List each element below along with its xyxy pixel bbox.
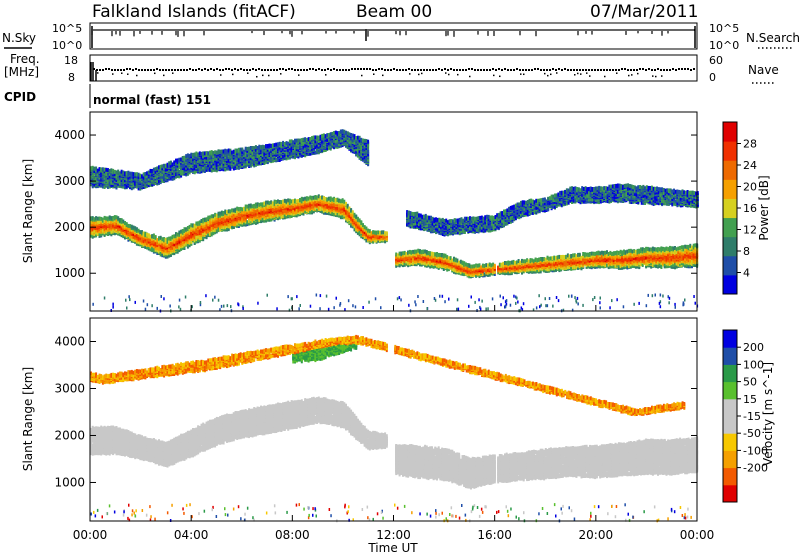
nave-tick-bottom: 0 (709, 71, 716, 84)
x-axis-label: Time UT (367, 541, 418, 554)
nsky-right-tick-bottom: 10^0 (709, 39, 739, 52)
x-tick-label: 12:00 (376, 528, 411, 542)
power-colorbar-label: Power [dB] (757, 175, 771, 240)
y-tick-label: 1000 (54, 475, 85, 489)
y-tick-label: 3000 (54, 381, 85, 395)
freq-unit-label: [MHz] (4, 65, 39, 79)
nsky-trace (91, 26, 696, 48)
power-colorbar-blocks (723, 122, 737, 295)
power-x-tick-marks (89, 305, 698, 311)
power-colorbar-tick-label: 12 (743, 224, 757, 237)
velocity-panel: 1000 2000 3000 4000 00:00 04:00 08:00 12:00 16:… (21, 317, 715, 554)
power-colorbar: 4 8 12 16 20 24 28 Power [dB] (722, 121, 771, 295)
velocity-colorbar-tick-label: -100 (743, 444, 768, 457)
velocity-colorbar-label-text: Velocity [m s^-1] (761, 362, 775, 466)
velocity-colorbar-tick-label: -50 (743, 427, 761, 440)
cpid-label: CPID (4, 90, 36, 104)
power-colorbar-tick-label: 20 (743, 181, 757, 194)
velocity-colorbar-tick-label: 100 (743, 358, 764, 371)
velocity-x-ticks: 00:00 04:00 08:00 12:00 16:00 20:00 00:00 (73, 515, 715, 542)
velocity-colorbar-label: Velocity [m s^-1] (761, 362, 775, 466)
nsky-left-tick-bottom: 10^0 (52, 39, 82, 52)
velocity-colorbar-ticks: 200 100 50 15 -15 -50 -100 -200 (737, 341, 768, 475)
nsky-left-label: N.Sky (2, 31, 36, 45)
beam-label: Beam 00 (356, 2, 432, 22)
y-tick-label: 2000 (54, 220, 85, 234)
velocity-colorbar-tick-label: 15 (743, 393, 757, 406)
y-tick-label: 1000 (54, 266, 85, 280)
power-colorbar-ticks: 4 8 12 16 20 24 28 (737, 138, 757, 280)
x-tick-label: 00:00 (680, 528, 715, 542)
y-tick-label: 4000 (54, 128, 85, 142)
x-tick-label: 00:00 (73, 528, 108, 542)
velocity-colorbar-tick-label: 200 (743, 341, 764, 354)
velocity-colorbar-tick-label: 50 (743, 376, 757, 389)
nave-label: Nave (748, 63, 779, 77)
nsky-left-tick-top: 10^5 (52, 22, 82, 35)
power-colorbar-tick-label: 16 (743, 202, 757, 215)
freq-label: Freq. (10, 52, 40, 66)
power-panel-background (90, 112, 697, 311)
cpid-mode: normal (fast) 151 (93, 93, 211, 107)
velocity-colorbar: 200 100 50 15 -15 -50 -100 -200 Velocity [m s^-… (722, 329, 775, 503)
velocity-panel-background (90, 318, 697, 521)
power-colorbar-tick-label: 4 (743, 267, 750, 280)
power-panel: 1000 2000 3000 4000 Slant Range [km] (21, 111, 699, 313)
figure-title: Falkland Islands (fitACF) (92, 2, 296, 22)
freq-frame (89, 54, 698, 82)
date-label: 07/Mar/2011 (590, 2, 698, 22)
velocity-colorbar-tick-label: -15 (743, 410, 761, 423)
freq-tick-top: 18 (64, 54, 78, 67)
x-tick-label: 20:00 (579, 528, 614, 542)
x-tick-label: 16:00 (477, 528, 512, 542)
nsearch-label: N.Search (746, 31, 800, 45)
freq-trace (90, 62, 695, 81)
power-y-ticks: 1000 2000 3000 4000 (54, 128, 697, 280)
y-tick-label: 4000 (54, 334, 85, 348)
nsky-frame (89, 22, 698, 50)
freq-strip: Freq. [MHz] 18 8 60 0 Nave (4, 52, 779, 84)
nave-tick-top: 60 (709, 54, 723, 67)
power-colorbar-tick-label: 24 (743, 159, 757, 172)
velocity-colorbar-blocks (723, 330, 737, 503)
velocity-colorbar-tick-label: -200 (743, 462, 768, 475)
velocity-y-ticks: 1000 2000 3000 4000 (54, 334, 697, 489)
power-y-axis-label: Slant Range [km] (21, 159, 35, 263)
y-tick-label: 3000 (54, 174, 85, 188)
nsky-strip: N.Sky 10^5 10^0 10^5 10^0 N.Search (2, 22, 800, 52)
power-colorbar-tick-label: 8 (743, 245, 750, 258)
freq-tick-bottom: 8 (68, 71, 75, 84)
x-tick-label: 04:00 (174, 528, 209, 542)
nsky-right-tick-top: 10^5 (709, 22, 739, 35)
power-data (90, 129, 699, 313)
y-tick-label: 2000 (54, 428, 85, 442)
velocity-data (90, 334, 699, 523)
velocity-y-axis-label: Slant Range [km] (21, 367, 35, 471)
power-colorbar-tick-label: 28 (743, 138, 757, 151)
x-tick-label: 08:00 (275, 528, 310, 542)
